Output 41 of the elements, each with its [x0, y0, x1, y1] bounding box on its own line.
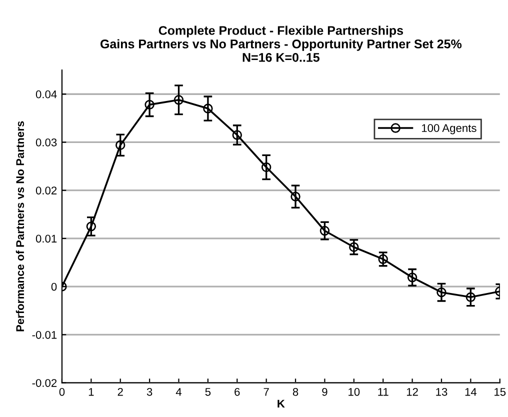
y-tick-label: -0.01	[32, 330, 57, 339]
point	[378, 254, 388, 264]
x-tick-label: 9	[322, 388, 328, 396]
y-tick-label: 0.04	[36, 90, 57, 98]
x-tick-label: 1	[88, 388, 94, 396]
point	[349, 242, 359, 252]
x-tick-label: 3	[146, 388, 152, 396]
x-tick-label: 0	[59, 388, 65, 396]
point	[86, 222, 96, 232]
x-tick-label: 10	[348, 388, 360, 396]
x-tick-label: 4	[176, 388, 182, 396]
point	[261, 162, 272, 172]
y-axis-title: Performance of Partners vs No Partners	[16, 121, 24, 332]
point	[407, 272, 418, 282]
x-tick-label: 6	[234, 388, 240, 396]
point	[174, 95, 184, 105]
y-tick-label: 0.02	[36, 186, 57, 194]
point	[203, 104, 213, 114]
point	[290, 192, 300, 202]
point	[466, 292, 476, 302]
y-tick-label: -0.02	[32, 379, 57, 387]
y-tick-label: 0	[51, 282, 57, 291]
legend-label: 100 Agents	[422, 124, 476, 134]
chart-title: Complete Product - Flexible Partnerships Gains Partners vs No Partners - Opportunity Partner Set 25% N=16 K=0..15	[100, 26, 462, 62]
x-tick-label: 14	[465, 388, 477, 396]
x-tick-label: 13	[436, 388, 448, 396]
x-tick-label: 5	[205, 388, 211, 396]
x-tick-label: 11	[378, 388, 388, 396]
point	[436, 287, 446, 298]
y-tick-label: 0.03	[36, 138, 57, 146]
x-tick-label: 8	[292, 388, 298, 396]
x-tick-label: 15	[494, 388, 506, 396]
point	[232, 130, 242, 140]
x-tick-label: 12	[406, 388, 418, 396]
point	[116, 140, 126, 150]
point	[320, 226, 330, 236]
point	[144, 100, 154, 110]
y-tick-label: 0.01	[36, 234, 57, 243]
x-axis-title: K	[278, 400, 285, 408]
x-tick-label: 7	[264, 388, 269, 396]
x-tick-label: 2	[118, 388, 123, 396]
